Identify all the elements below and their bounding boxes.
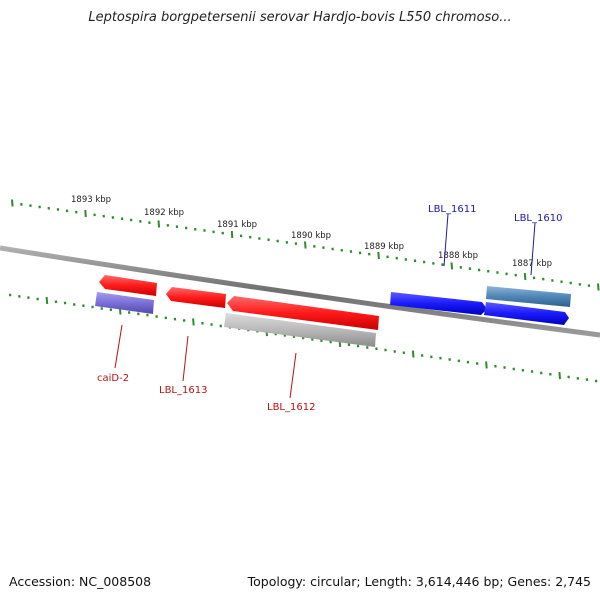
scale-label-1888: 1888 kbp (438, 251, 478, 261)
gene-LBL_1611[interactable] (390, 292, 487, 315)
outer-major-tick (523, 272, 527, 281)
scale-ticks-outer (11, 199, 600, 291)
scale-label-1892: 1892 kbp (144, 208, 184, 218)
pseudo-LBL_1612[interactable] (224, 313, 376, 347)
gene-label-caiD-2[interactable]: caiD-2 (97, 373, 129, 384)
gene-label-LBL_1612[interactable]: LBL_1612 (267, 402, 315, 413)
outer-major-tick (450, 262, 454, 270)
scale-label-1889: 1889 kbp (364, 242, 404, 252)
gene-LBL_1612[interactable] (224, 296, 379, 347)
cds-LBL_1610[interactable] (486, 286, 571, 307)
leader-LBL_1613 (182, 335, 189, 382)
gene-LBL_1610[interactable] (484, 286, 571, 325)
gene-caiD-2[interactable] (95, 275, 157, 314)
leader-LBL_1612 (289, 352, 297, 399)
scale-label-1890: 1890 kbp (291, 231, 331, 241)
inner-major-tick (558, 372, 561, 380)
leader-LBL_1610 (530, 222, 536, 276)
outer-major-tick (11, 199, 14, 207)
outer-major-tick (84, 209, 87, 218)
gene-LBL_1613[interactable] (166, 287, 226, 308)
outer-major-tick (230, 230, 234, 239)
cds-caiD-2[interactable] (95, 292, 154, 314)
gene-label-LBL_1611[interactable]: LBL_1611 (428, 204, 476, 215)
outer-major-tick (597, 283, 600, 291)
inner-major-tick (485, 361, 488, 369)
accession-text: Accession: NC_008508 (9, 574, 152, 589)
gene-label-LBL_1610[interactable]: LBL_1610 (514, 213, 562, 224)
inner-major-tick (411, 350, 415, 358)
inner-major-tick (192, 318, 195, 326)
inner-major-tick (45, 296, 49, 304)
outer-major-tick (377, 251, 380, 260)
backbone-arc (0, 245, 600, 338)
map-title: Leptospira borgpetersenii serovar Hardjo… (88, 10, 512, 25)
scale-label-1891: 1891 kbp (217, 220, 257, 230)
leader-LBL_1611 (443, 213, 449, 267)
gene-label-LBL_1613[interactable]: LBL_1613 (159, 385, 207, 396)
leader-caiD-2 (114, 324, 123, 369)
outer-major-tick (304, 241, 307, 249)
topology-summary: Topology: circular; Length: 3,614,446 bp… (247, 574, 591, 589)
scale-label-1893: 1893 kbp (71, 195, 111, 205)
outer-major-tick (157, 220, 161, 228)
